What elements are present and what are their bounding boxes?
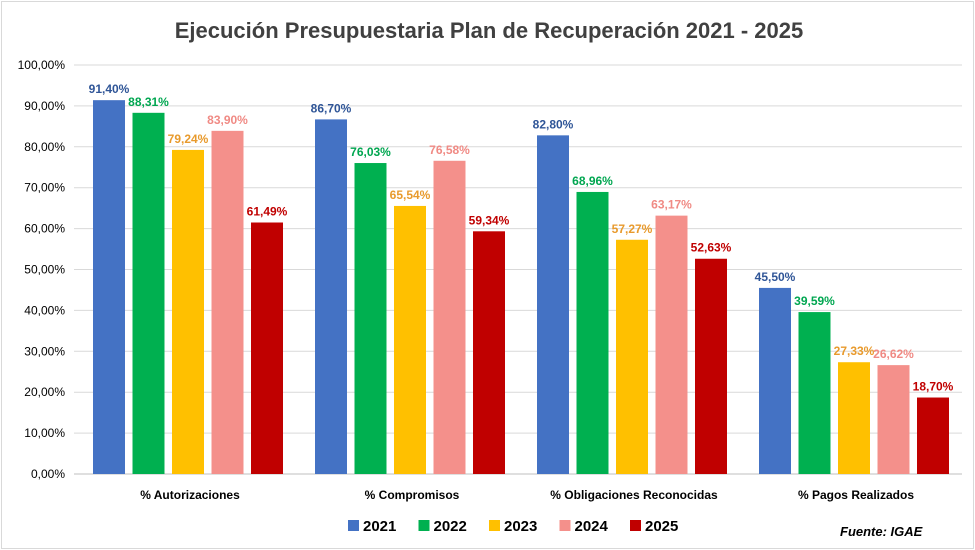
legend-swatch (630, 520, 641, 531)
legend-label: 2023 (504, 518, 537, 535)
bar-2021-2[interactable] (315, 119, 347, 474)
legend-swatch (418, 520, 430, 531)
data-label-2025-2: 59,34% (469, 213, 510, 227)
y-tick-label: 20,00% (24, 385, 65, 399)
data-label-2024-2: 76,58% (429, 143, 470, 157)
data-label-2024-3: 63,17% (651, 198, 692, 212)
bar-2023-4[interactable] (838, 362, 870, 474)
legend-label: 2025 (645, 518, 678, 535)
data-label-2022-4: 39,59% (794, 294, 835, 308)
bar-2023-2[interactable] (394, 205, 426, 474)
bar-2024-3[interactable] (655, 215, 688, 474)
bar-2025-3[interactable] (695, 258, 727, 474)
bar-2025-1[interactable] (251, 222, 283, 474)
data-label-2022-1: 88,31% (128, 95, 169, 109)
data-label-2021-3: 82,80% (533, 117, 574, 131)
data-label-2021-4: 45,50% (755, 270, 796, 284)
data-label-2025-4: 18,70% (913, 380, 954, 394)
bar-2023-3[interactable] (616, 239, 648, 474)
data-label-2023-3: 57,27% (612, 222, 653, 236)
data-label-2023-2: 65,54% (390, 188, 431, 202)
legend-item-2022[interactable]: 2022 (418, 518, 467, 535)
y-tick-label: 60,00% (24, 222, 65, 236)
data-label-2022-2: 76,03% (350, 145, 391, 159)
legend-item-2021[interactable]: 2021 (348, 518, 396, 535)
data-labels-layer: 91,40%88,31% 79,24% 83,90% 61,49% 86,70% 76,0… (89, 82, 954, 393)
bar-2025-4[interactable] (917, 397, 949, 474)
data-label-2023-1: 79,24% (168, 132, 209, 146)
data-label-2024-4: 26,62% (873, 347, 914, 361)
y-tick-label: 40,00% (24, 303, 65, 317)
bar-2024-1[interactable] (211, 130, 244, 474)
y-tick-label: 30,00% (24, 344, 65, 358)
y-tick-label: 50,00% (24, 263, 65, 277)
legend[interactable]: 2021 2022 2023 2024 2025 (348, 518, 678, 535)
legend-label: 2021 (363, 518, 396, 535)
bar-2024-2[interactable] (433, 160, 466, 475)
data-label-2021-2: 86,70% (311, 101, 352, 115)
x-category-label: % Obligaciones Reconocidas (550, 488, 718, 502)
bar-2024-4[interactable] (877, 365, 910, 474)
x-category-label: % Pagos Realizados (798, 488, 914, 502)
bar-2022-3[interactable] (576, 191, 609, 474)
bar-2021-4[interactable] (759, 287, 791, 474)
x-category-label: % Autorizaciones (140, 488, 240, 502)
data-label-2025-3: 52,63% (691, 241, 732, 255)
legend-label: 2024 (575, 518, 609, 535)
bar-2022-2[interactable] (354, 163, 387, 474)
data-label-2021-1: 91,40% (89, 82, 130, 96)
y-tick-label: 70,00% (24, 181, 65, 195)
bar-2025-2[interactable] (473, 231, 505, 474)
bar-2021-1[interactable] (93, 100, 125, 474)
axis-layer: 0,00% 10,00% 20,00% 30,00% 40,00% 50,00% 60,00… (18, 58, 915, 502)
data-label-2023-4: 27,33% (834, 344, 875, 358)
bar-2021-3[interactable] (537, 135, 569, 474)
legend-item-2025[interactable]: 2025 (630, 518, 678, 535)
bar-2022-4[interactable] (798, 312, 831, 474)
source-note: Fuente: IGAE (840, 524, 923, 539)
legend-swatch (348, 520, 359, 531)
data-label-2025-1: 61,49% (247, 205, 288, 219)
bar-2023-1[interactable] (172, 149, 204, 475)
y-tick-label: 90,00% (24, 99, 65, 113)
y-tick-label: 100,00% (18, 58, 66, 72)
data-label-2024-1: 83,90% (207, 113, 248, 127)
bars-layer (93, 100, 949, 475)
y-tick-label: 0,00% (31, 467, 65, 481)
bar-2022-1[interactable] (132, 112, 165, 474)
legend-swatch (559, 520, 571, 531)
y-tick-label: 10,00% (24, 426, 65, 440)
y-tick-label: 80,00% (24, 140, 65, 154)
legend-item-2023[interactable]: 2023 (489, 518, 537, 535)
x-category-label: % Compromisos (365, 488, 460, 502)
legend-label: 2022 (434, 518, 467, 535)
data-label-2022-3: 68,96% (572, 174, 613, 188)
legend-item-2024[interactable]: 2024 (559, 518, 609, 535)
chart-title: Ejecución Presupuestaria Plan de Recuper… (175, 18, 804, 43)
legend-swatch (489, 520, 500, 531)
